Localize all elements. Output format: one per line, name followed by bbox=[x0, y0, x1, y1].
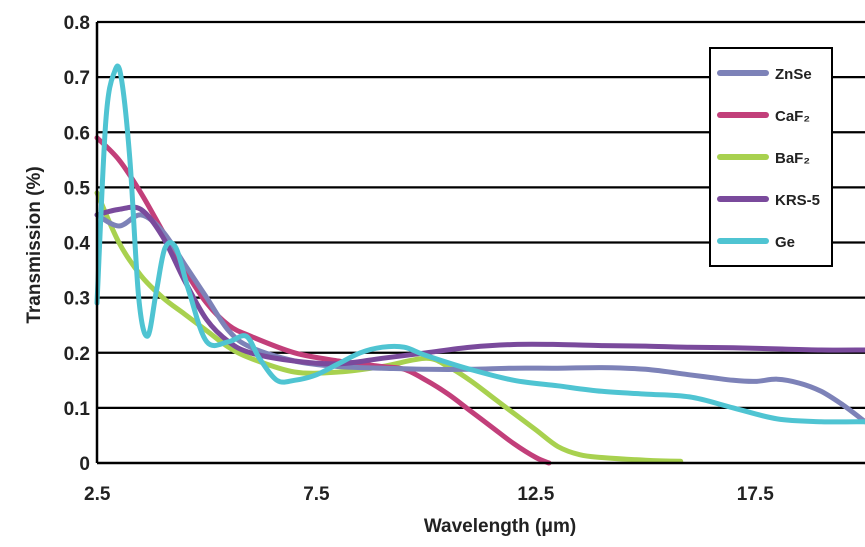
x-tick-label: 7.5 bbox=[303, 484, 330, 505]
legend: ZnSe CaF₂ BaF₂ KRS-5 Ge bbox=[710, 48, 832, 266]
legend-label: ZnSe bbox=[775, 66, 812, 83]
legend-label: KRS-5 bbox=[775, 192, 820, 209]
x-tick-label: 12.5 bbox=[517, 484, 554, 505]
y-tick-label: 0.4 bbox=[64, 234, 91, 255]
legend-label: Ge bbox=[775, 234, 795, 251]
x-tick-label: 2.5 bbox=[84, 484, 111, 505]
y-tick-label: 0.3 bbox=[64, 289, 90, 310]
x-axis-label: Wavelength (μm) bbox=[424, 516, 576, 537]
x-tick-label: 17.5 bbox=[737, 484, 774, 505]
y-axis-label: Transmission (%) bbox=[24, 166, 45, 323]
legend-label: CaF₂ bbox=[775, 108, 810, 125]
y-tick-label: 0 bbox=[79, 454, 90, 475]
y-tick-labels: 0 0.1 0.2 0.3 0.4 0.5 0.6 0.7 0.8 bbox=[64, 13, 91, 475]
y-tick-label: 0.1 bbox=[64, 399, 91, 420]
legend-label: BaF₂ bbox=[775, 150, 810, 167]
y-tick-label: 0.6 bbox=[64, 123, 90, 144]
y-tick-label: 0.7 bbox=[64, 68, 90, 89]
y-tick-label: 0.8 bbox=[64, 13, 90, 34]
series-line-baf- bbox=[97, 193, 681, 461]
y-tick-label: 0.5 bbox=[64, 178, 91, 199]
x-tick-labels: 2.5 7.5 12.5 17.5 bbox=[84, 484, 774, 505]
y-tick-label: 0.2 bbox=[64, 344, 90, 365]
